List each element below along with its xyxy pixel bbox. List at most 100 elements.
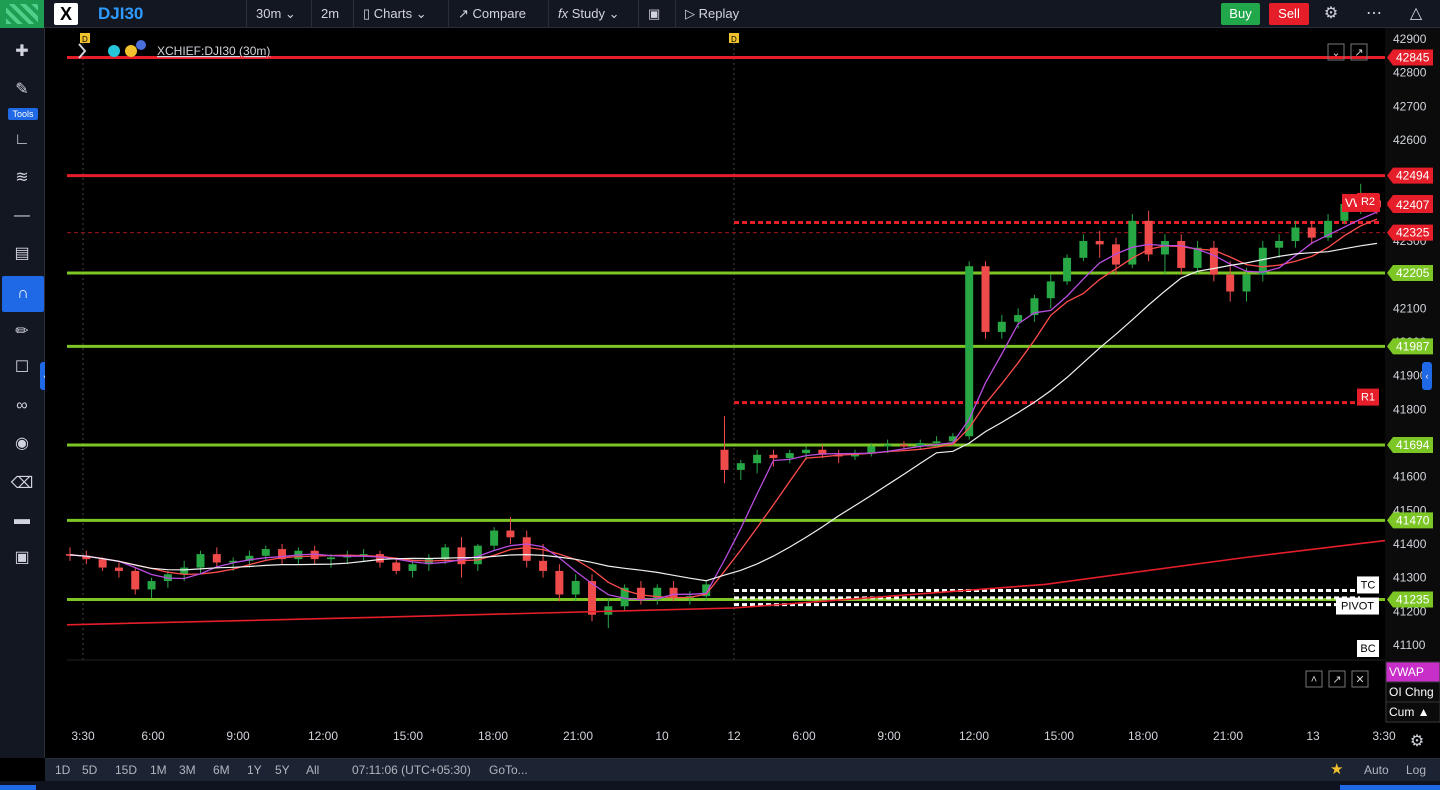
play-icon: ▷ <box>685 6 695 21</box>
candle-body <box>131 570 140 590</box>
candle-body <box>1063 257 1072 282</box>
candle-body <box>1014 315 1023 322</box>
price-label-tag <box>1387 167 1433 184</box>
legend-title[interactable]: XCHIEF:DJI30 (30m) <box>157 44 270 58</box>
candle-body <box>867 446 876 454</box>
x-logo-icon[interactable]: X <box>54 3 78 25</box>
link-icon[interactable]: ∞ <box>16 397 28 414</box>
horizontal-line-icon[interactable]: — <box>14 207 30 224</box>
candle-body <box>555 570 564 595</box>
study-button[interactable]: fx Study ⌄ <box>548 0 638 28</box>
magnet-icon[interactable]: ∩ <box>2 276 44 312</box>
x-tick-label: 6:00 <box>141 729 165 743</box>
pencil-icon[interactable]: ✎ <box>15 81 29 98</box>
symbol-name[interactable]: DJI30 <box>98 4 144 23</box>
pattern-icon[interactable]: ≋ <box>15 169 29 186</box>
compare-button[interactable]: ↗ Compare <box>448 0 548 28</box>
log-scale-button[interactable]: Log <box>1406 763 1427 777</box>
time-axis-background <box>45 723 1440 758</box>
pane-button-frame <box>1327 43 1345 61</box>
text-icon[interactable]: ▤ <box>14 245 30 262</box>
collapse-right-button[interactable]: ‹ <box>1422 362 1432 390</box>
crosshair-icon[interactable]: ✚ <box>15 43 29 60</box>
x-tick-label: 13 <box>1306 729 1320 743</box>
eye-icon[interactable]: ◉ <box>15 435 29 452</box>
candle-body <box>245 555 254 561</box>
buy-button[interactable]: Buy <box>1221 3 1260 25</box>
candle-body <box>669 587 678 598</box>
y-tick-label: 41900 <box>1393 369 1427 383</box>
candle-body <box>588 581 596 615</box>
range-button-1y[interactable]: 1Y <box>247 763 262 777</box>
candle-body <box>883 444 892 447</box>
range-button-15d[interactable]: 15D <box>115 763 138 777</box>
price-label-tag <box>1387 224 1433 241</box>
candle-body <box>212 554 221 563</box>
candle-body <box>1030 298 1039 316</box>
interval2-button[interactable]: 2m <box>311 0 353 28</box>
x-tick-label: 3:30 <box>1372 729 1396 743</box>
chevron-up-icon: ˄ <box>1311 674 1317 686</box>
candle-body <box>441 547 450 560</box>
range-button-1d[interactable]: 1D <box>55 763 71 777</box>
candle-body <box>997 321 1006 332</box>
app-logo[interactable] <box>0 0 44 28</box>
range-button-1m[interactable]: 1M <box>150 763 167 777</box>
legend-marker: D <box>82 35 88 44</box>
y-tick-label: 42700 <box>1393 99 1427 113</box>
candle-body <box>180 567 189 575</box>
range-button-5d[interactable]: 5D <box>82 763 98 777</box>
candle-body <box>473 545 482 565</box>
ruler-icon[interactable]: ▬ <box>14 511 30 528</box>
replay-button[interactable]: ▷ Replay <box>675 0 759 28</box>
candle-body <box>899 444 908 447</box>
indicator-tag-label: OI Chng <box>1389 685 1434 699</box>
goto-button[interactable]: GoTo... <box>489 763 528 777</box>
candle-body <box>375 554 384 563</box>
y-tick-label: 41600 <box>1393 470 1427 484</box>
brush-icon[interactable]: ✏ <box>15 323 29 340</box>
camera-icon: ▣ <box>648 6 661 21</box>
indicator-tag-bg <box>1385 701 1440 723</box>
more-icon[interactable]: ⋯ <box>1366 5 1382 22</box>
price-label: 41987 <box>1396 339 1430 353</box>
chart-background <box>45 28 1440 758</box>
candle-body <box>636 587 645 600</box>
candle-body <box>1307 227 1316 238</box>
compare-icon: ↗ <box>458 6 469 21</box>
gear-icon[interactable]: ⚙ <box>1323 5 1339 22</box>
pane-button-frame <box>1328 670 1346 688</box>
star-icon[interactable]: ★ <box>1330 761 1344 778</box>
warning-icon[interactable]: △ <box>1409 5 1423 22</box>
interval-select[interactable]: 30m ⌄ <box>246 0 308 28</box>
range-button-3m[interactable]: 3M <box>179 763 196 777</box>
range-button-5y[interactable]: 5Y <box>275 763 290 777</box>
trash-icon[interactable]: ⌫ <box>10 475 34 492</box>
candle-body <box>965 266 974 437</box>
auto-scale-button[interactable]: Auto <box>1364 763 1389 777</box>
pane-button-frame <box>1351 670 1369 688</box>
candle-body <box>948 436 957 442</box>
legend-expand-icon <box>78 43 87 59</box>
range-button-all[interactable]: All <box>306 763 320 777</box>
y-tick-label: 42900 <box>1393 32 1427 46</box>
candle-body <box>147 581 156 590</box>
range-button-6m[interactable]: 6M <box>213 763 230 777</box>
x-tick-label: 15:00 <box>1044 729 1074 743</box>
trendline-icon[interactable]: ∟ <box>14 131 30 148</box>
snapshot-button[interactable]: ▣ <box>638 0 674 28</box>
charts-button[interactable]: ▯ Charts ⌄ <box>353 0 447 28</box>
ema-long-line <box>66 539 1386 626</box>
price-chart[interactable]: 4290042800427004260042500424004230042200… <box>45 28 1440 758</box>
sell-button[interactable]: Sell <box>1269 3 1309 25</box>
candle-body <box>310 550 319 560</box>
candle-body <box>1046 281 1055 299</box>
lock-icon[interactable]: ☐ <box>14 359 30 376</box>
candle-body <box>1177 241 1186 268</box>
clock-time: 07:11:06 (UTC+05:30) <box>352 763 471 777</box>
zoom-icon[interactable]: ▣ <box>14 549 30 566</box>
pivot-tag-bg <box>1336 597 1379 615</box>
candle-body <box>327 557 335 560</box>
price-label: 42325 <box>1396 226 1430 240</box>
candle-body <box>1193 247 1202 268</box>
